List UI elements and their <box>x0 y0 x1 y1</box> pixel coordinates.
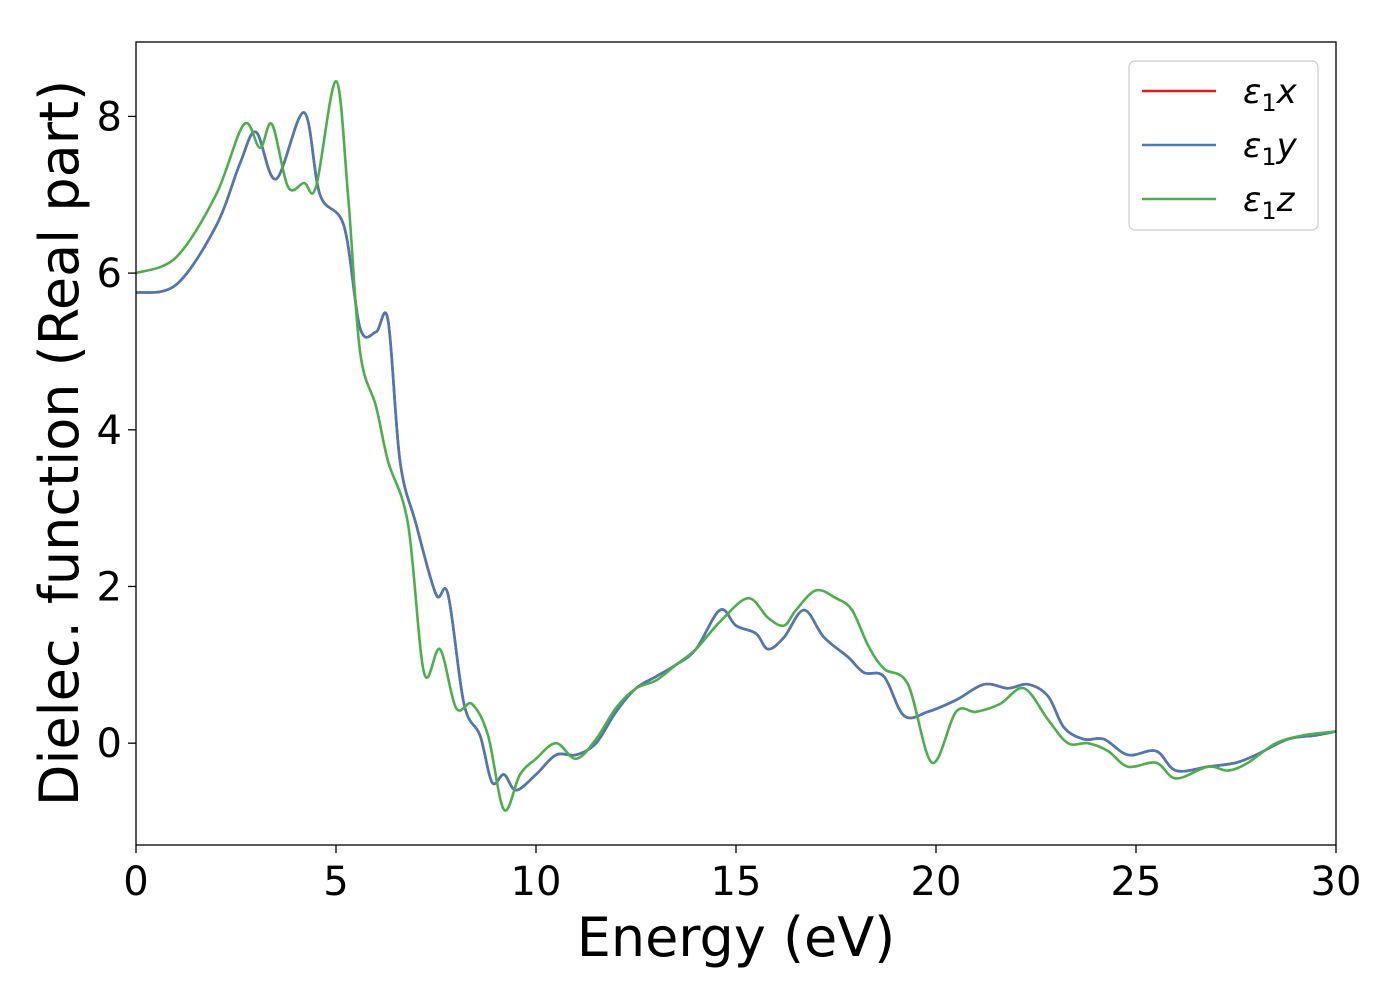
legend-label-y: ε1y <box>1243 126 1298 171</box>
x-tick-label: 15 <box>711 859 762 905</box>
x-axis: 0 5 10 15 20 25 30 <box>123 845 1361 905</box>
y-tick-label: 6 <box>97 251 122 297</box>
x-tick-label: 10 <box>511 859 562 905</box>
x-axis-label: Energy (eV) <box>577 906 896 969</box>
series-layer <box>136 79 1336 812</box>
legend-label-x: ε1x <box>1243 72 1298 117</box>
x-tick-label: 30 <box>1311 859 1362 905</box>
x-tick-label: 5 <box>323 859 348 905</box>
y-tick-label: 0 <box>97 721 122 767</box>
x-tick-label: 0 <box>123 859 148 905</box>
y-axis-label: Dielec. function (Real part) <box>28 80 91 806</box>
legend-label-z: ε1z <box>1243 180 1296 225</box>
x-tick-label: 20 <box>911 859 962 905</box>
x-tick-label: 25 <box>1111 859 1162 905</box>
legend: ε1x ε1y ε1z <box>1128 60 1319 231</box>
y-axis: 0 2 4 6 8 <box>97 94 136 767</box>
y-tick-label: 8 <box>97 94 122 140</box>
legend-box <box>1128 60 1319 231</box>
y-tick-label: 4 <box>97 408 122 454</box>
y-tick-label: 2 <box>97 564 122 610</box>
series-line-z <box>136 79 1336 812</box>
